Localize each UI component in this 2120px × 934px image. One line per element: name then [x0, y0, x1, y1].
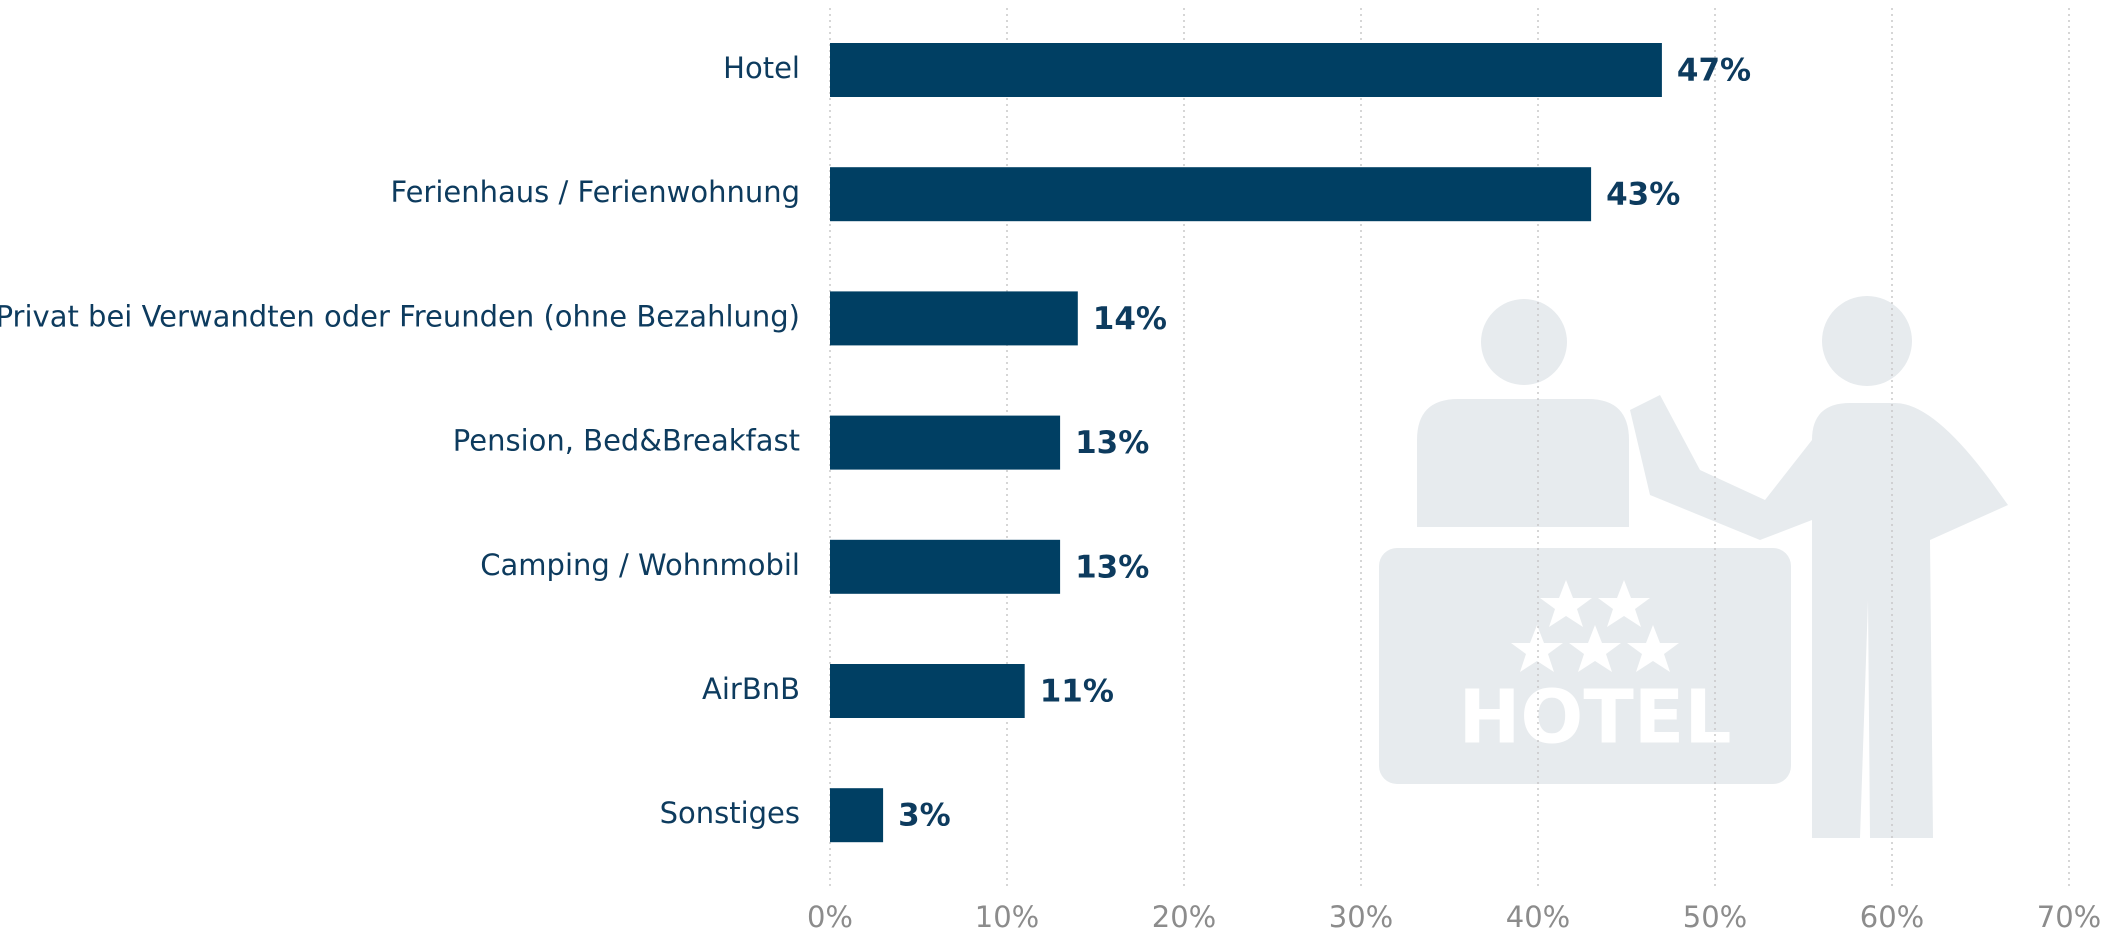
- bar: [830, 539, 1061, 594]
- illustration-label: HOTEL: [1458, 675, 1731, 761]
- value-label: 47%: [1677, 53, 1751, 89]
- bar: [830, 788, 884, 843]
- value-label: 13%: [1075, 549, 1149, 585]
- value-label: 13%: [1075, 425, 1149, 461]
- value-label: 11%: [1040, 674, 1114, 710]
- category-label: AirBnB: [702, 672, 800, 706]
- value-label: 14%: [1093, 301, 1167, 337]
- x-tick-label: 70%: [2037, 900, 2101, 934]
- category-label: Hotel: [723, 51, 800, 85]
- x-tick-label: 10%: [975, 900, 1039, 934]
- x-tick-label: 20%: [1152, 900, 1216, 934]
- category-label: Privat bei Verwandten oder Freunden (ohn…: [0, 299, 800, 333]
- category-label: Pension, Bed&Breakfast: [453, 424, 800, 458]
- x-tick-label: 60%: [1860, 900, 1924, 934]
- category-label: Ferienhaus / Ferienwohnung: [390, 175, 800, 209]
- receptionist-head: [1481, 299, 1567, 385]
- bar: [830, 167, 1592, 222]
- receptionist-body: [1417, 399, 1629, 527]
- x-tick-label: 30%: [1329, 900, 1393, 934]
- bar: [830, 664, 1025, 718]
- category-label: Sonstiges: [660, 796, 800, 830]
- x-tick-label: 0%: [807, 900, 853, 934]
- value-label: 43%: [1606, 177, 1680, 213]
- value-label: 3%: [898, 798, 951, 834]
- bar: [830, 43, 1662, 97]
- guest-body: [1630, 395, 2008, 838]
- guest-head: [1822, 296, 1912, 386]
- category-label: Camping / Wohnmobil: [480, 548, 800, 582]
- stars: [1511, 580, 1679, 672]
- x-tick-label: 40%: [1506, 900, 1570, 934]
- x-tick-label: 50%: [1683, 900, 1747, 934]
- bar: [830, 415, 1061, 470]
- hotel-illustration: HOTEL: [1379, 296, 2008, 838]
- bar: [830, 291, 1078, 346]
